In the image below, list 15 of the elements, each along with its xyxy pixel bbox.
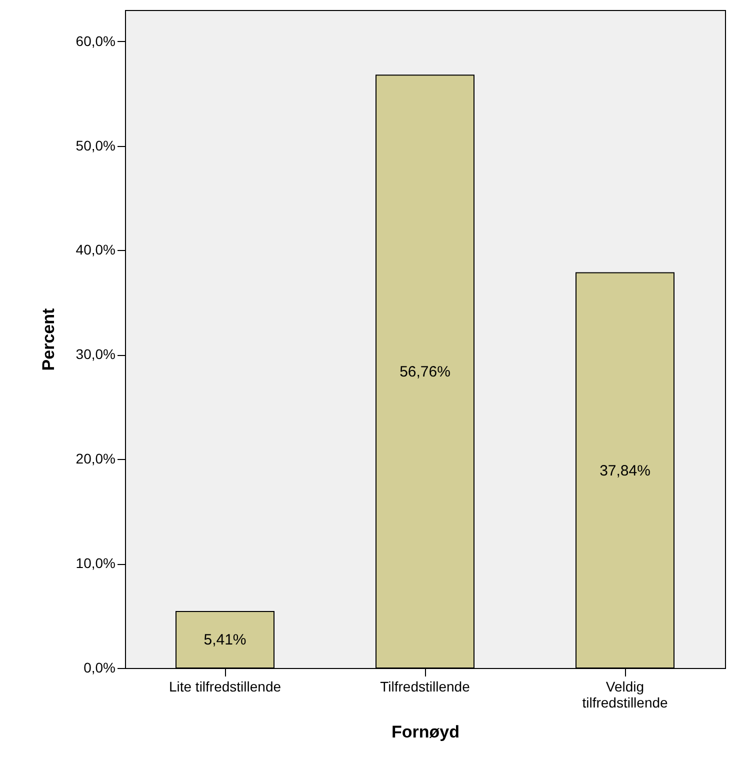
x-axis-title: Fornøyd (392, 722, 460, 742)
y-tick-label: 40,0% (76, 242, 116, 258)
data-label: 5,41% (204, 632, 246, 649)
y-tick-label: 0,0% (84, 660, 116, 676)
x-tick-label: Veldig tilfredstillende (582, 678, 668, 710)
data-label: 56,76% (400, 364, 450, 381)
y-tick-label: 10,0% (76, 555, 116, 572)
data-label: 37,84% (600, 462, 650, 480)
y-tick-label: 60,0% (76, 32, 116, 49)
y-tick-label: 50,0% (76, 137, 116, 154)
y-tick-label: 30,0% (76, 346, 116, 362)
y-tick-label: 20,0% (76, 450, 116, 467)
y-axis-title: Percent (38, 308, 58, 371)
x-tick-label: Tilfredstillende (380, 678, 470, 694)
x-tick-label: Lite tilfredstillende (168, 678, 282, 694)
